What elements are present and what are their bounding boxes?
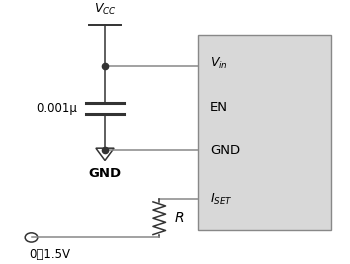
Text: 0.001μ: 0.001μ bbox=[36, 102, 77, 115]
Text: $V_{CC}$: $V_{CC}$ bbox=[94, 2, 116, 17]
Bar bbox=[198, 35, 331, 230]
Text: $V_{in}$: $V_{in}$ bbox=[210, 56, 228, 71]
Text: GND: GND bbox=[89, 167, 121, 180]
Text: 0～1.5V: 0～1.5V bbox=[30, 248, 71, 261]
Text: R: R bbox=[174, 211, 184, 225]
Text: GND: GND bbox=[210, 144, 240, 157]
Text: EN: EN bbox=[210, 101, 228, 114]
Text: $I_{SET}$: $I_{SET}$ bbox=[210, 191, 233, 206]
